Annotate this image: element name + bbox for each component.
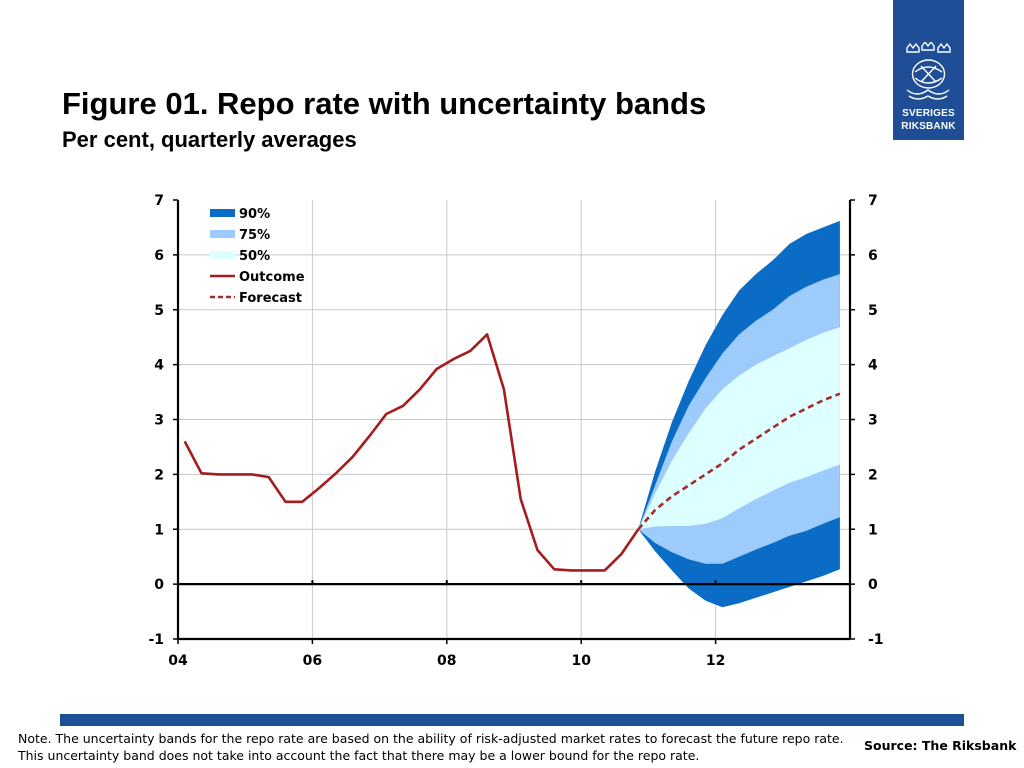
source-label: Source: The Riksbank bbox=[864, 738, 1017, 753]
x-tick-label: 06 bbox=[303, 653, 322, 669]
y-tick-label-right: -1 bbox=[868, 632, 884, 648]
band-50-area bbox=[638, 327, 840, 530]
y-tick-label-left: 2 bbox=[154, 467, 164, 483]
legend-label: Forecast bbox=[239, 291, 302, 306]
legend-label: 50% bbox=[239, 249, 270, 264]
footer-bar bbox=[60, 714, 964, 726]
logo-text-line1: SVERIGES bbox=[902, 108, 955, 119]
y-tick-label-left: 5 bbox=[154, 303, 164, 319]
crowns-emblem-icon bbox=[906, 42, 951, 100]
logo-text-line2: RIKSBANK bbox=[901, 121, 956, 132]
y-tick-label-right: 0 bbox=[868, 577, 878, 593]
legend-swatch-75 bbox=[210, 230, 235, 238]
series-outcome-line bbox=[183, 333, 640, 572]
x-tick-label: 08 bbox=[437, 653, 456, 669]
y-tick-label-right: 4 bbox=[868, 358, 878, 374]
legend-swatch-50 bbox=[210, 251, 235, 259]
y-tick-label-right: 7 bbox=[868, 193, 878, 209]
y-tick-label-left: 1 bbox=[154, 522, 164, 538]
y-tick-label-left: 6 bbox=[154, 248, 164, 264]
riksbank-logo: SVERIGES RIKSBANK bbox=[893, 0, 964, 140]
y-tick-label-left: 3 bbox=[154, 413, 164, 429]
repo-rate-chart: -1 -10 01 12 23 34 45 56 67 704 06 08 10 1290%75%50%O… bbox=[148, 193, 884, 669]
y-tick-label-left: 7 bbox=[154, 193, 164, 209]
footnote: Note. The uncertainty bands for the repo… bbox=[18, 731, 844, 763]
x-tick-label: 10 bbox=[571, 653, 591, 669]
y-tick-label-right: 1 bbox=[868, 522, 878, 538]
y-tick-label-left: 4 bbox=[154, 358, 164, 374]
page-title: Figure 01. Repo rate with uncertainty ba… bbox=[62, 86, 707, 121]
legend-label: 75% bbox=[239, 228, 270, 243]
x-tick-label: 12 bbox=[706, 653, 725, 669]
y-tick-label-left: 0 bbox=[154, 577, 164, 593]
legend-label: Outcome bbox=[239, 270, 305, 285]
y-tick-label-right: 6 bbox=[868, 248, 878, 264]
y-tick-label-left: -1 bbox=[148, 632, 164, 648]
legend-swatch-90 bbox=[210, 209, 235, 217]
y-tick-label-right: 3 bbox=[868, 413, 878, 429]
y-tick-label-right: 2 bbox=[868, 467, 878, 483]
x-tick-label: 04 bbox=[168, 653, 188, 669]
page-subtitle: Per cent, quarterly averages bbox=[62, 127, 357, 152]
legend-label: 90% bbox=[239, 207, 270, 222]
y-tick-label-right: 5 bbox=[868, 303, 878, 319]
